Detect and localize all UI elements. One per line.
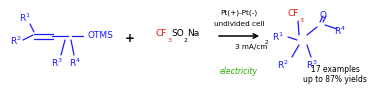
Text: +: + <box>125 32 135 44</box>
Text: electricity: electricity <box>220 66 258 76</box>
Text: 2: 2 <box>265 40 269 44</box>
Text: R$^2$: R$^2$ <box>277 59 289 71</box>
Text: R$^4$: R$^4$ <box>334 25 346 37</box>
Text: R$^2$: R$^2$ <box>10 35 22 47</box>
Text: 3 mA/cm: 3 mA/cm <box>235 44 267 50</box>
Text: R$^4$: R$^4$ <box>69 57 81 69</box>
Text: O: O <box>319 11 327 20</box>
Text: Pt(+)-Pt(-): Pt(+)-Pt(-) <box>220 10 257 16</box>
Text: OTMS: OTMS <box>87 31 113 40</box>
Text: R$^3$: R$^3$ <box>306 59 318 71</box>
Text: CF: CF <box>155 28 166 37</box>
Text: 3: 3 <box>300 17 304 23</box>
Text: undivided cell: undivided cell <box>214 21 264 27</box>
Text: 3: 3 <box>168 39 172 44</box>
Text: R$^1$: R$^1$ <box>272 31 284 43</box>
Text: CF: CF <box>287 8 298 17</box>
Text: R$^1$: R$^1$ <box>19 12 31 24</box>
Text: up to 87% yields: up to 87% yields <box>303 76 367 85</box>
Text: Na: Na <box>187 28 199 37</box>
Text: 17 examples: 17 examples <box>311 65 359 73</box>
Text: SO: SO <box>171 28 184 37</box>
Text: R$^3$: R$^3$ <box>51 57 63 69</box>
Text: 2: 2 <box>184 39 188 44</box>
